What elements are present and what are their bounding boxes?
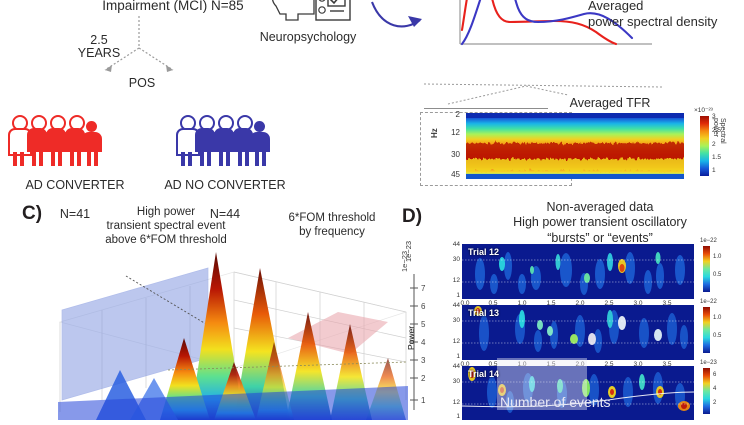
d-ytick-30-c: 30 [452, 378, 460, 385]
trial-12-cbar-tick-05: 0.5 [713, 272, 722, 278]
ad-no-converter-caption: AD NO CONVERTER N=44 [150, 164, 300, 222]
trial-13-cbar-tick-1: 1.0 [713, 315, 722, 321]
tfr-cbar-tick-2: 2 [712, 141, 716, 148]
trial-13-label: Trial 13 [468, 308, 500, 318]
c-tick-7: 7 [421, 284, 426, 293]
trial-13-colorbar: 1.0 0.5 [703, 307, 721, 353]
d-xtick-4-a: 2.0 [575, 300, 585, 307]
c-tick-4: 4 [421, 338, 426, 347]
brain-clipboard-icon [272, 0, 351, 21]
trial-12-cbar-exp: 1e−22 [700, 238, 717, 244]
people-icon-blue [176, 60, 284, 166]
trial-14-cbar-tick-4: 4 [713, 386, 717, 392]
c-tick-2: 2 [421, 374, 426, 383]
psd-title: Averaged power spectral density [588, 0, 718, 29]
trial-14-cbar-exp: 1e−23 [700, 360, 717, 366]
flow-arrow-icon [371, 1, 422, 28]
trial-heatmap-14 [461, 366, 695, 420]
tfr-cbar-tick-2p5: 2.5 [712, 127, 722, 134]
d-xtick-5-a: 2.5 [604, 300, 614, 307]
tfr-title: Averaged TFR [569, 96, 651, 110]
c-tick-6: 6 [421, 302, 426, 311]
followup-years-label: 2.5 YEARS [77, 33, 121, 61]
mci-cohort-label: Impairment (MCI) N=85 [102, 0, 244, 13]
number-of-events-label: Number of events [500, 394, 611, 410]
trial-13-cbar-tick-05: 0.5 [713, 333, 722, 339]
d-ytick-1-b: 1 [456, 353, 460, 360]
ad-converter-label: AD CONVERTER [25, 178, 125, 193]
spectral-event-surface-3d [58, 250, 408, 420]
tfr-colorbar-exponent: ×10⁻²³ [694, 107, 713, 114]
d-ytick-1-c: 1 [456, 413, 460, 420]
pos-label: POS [128, 76, 156, 90]
ad-converter-caption: AD CONVERTER N=41 [0, 164, 150, 222]
d-xtick-2-a: 1.0 [517, 300, 527, 307]
trial-12-label: Trial 12 [468, 247, 500, 257]
tfr-cbar-tick-3: 3 [712, 113, 716, 120]
trial-14-label: Trial 14 [468, 369, 500, 379]
tfr-cbar-tick-1p5: 1.5 [712, 154, 722, 161]
d-ytick-30-b: 30 [452, 317, 460, 324]
trial-12-cbar-tick-1: 1.0 [713, 254, 722, 260]
tfr-bracket [424, 108, 548, 109]
panel-c-letter: C) [22, 203, 43, 224]
tfr-ytick-30: 30 [451, 150, 460, 159]
psd-tfr-connector [423, 83, 663, 105]
tfr-ytick-45: 45 [451, 170, 460, 179]
neuropsychology-label: Neuropsychology [259, 30, 357, 44]
people-icon-red [8, 60, 116, 166]
panel-c-note-left: High power transient spectral event abov… [105, 206, 227, 246]
panel-d-letter: D) [402, 206, 423, 227]
d-xtick-5-b: 2.5 [604, 361, 614, 368]
trial-12-colorbar: 1.0 0.5 [703, 246, 721, 292]
d-ytick-12-a: 12 [452, 277, 460, 284]
cohort-split-arrows [104, 16, 174, 72]
panel-d-title: Non-averaged data High power transient o… [513, 200, 687, 245]
trial-14-cbar-tick-6: 6 [713, 372, 717, 378]
d-ytick-1-a: 1 [456, 292, 460, 299]
d-ytick-12-c: 12 [452, 399, 460, 406]
d-xtick-7-b: 3.5 [662, 361, 672, 368]
number-of-events-highlight [497, 358, 587, 410]
d-xtick-2-b: 1.0 [517, 361, 527, 368]
d-xtick-1-b: 0.5 [488, 361, 498, 368]
d-ytick-44-b: 44 [452, 302, 460, 309]
d-xtick-6-b: 3.0 [633, 361, 643, 368]
d-xtick-7-a: 3.5 [662, 300, 672, 307]
tfr-colorbar-label: Spectral power [712, 118, 726, 144]
d-xtick-4-b: 2.0 [575, 361, 585, 368]
d-xtick-0-b: 0.0 [460, 361, 470, 368]
trial-heatmap-12 [462, 244, 694, 299]
d-xtick-3-a: 1.5 [546, 300, 556, 307]
c-tick-5: 5 [421, 320, 426, 329]
d-xtick-6-a: 3.0 [633, 300, 643, 307]
tfr-heatmap [466, 113, 684, 179]
trial-14-cbar-tick-2: 2 [713, 400, 717, 406]
tfr-ytick-2: 2 [455, 110, 460, 119]
tfr-cbar-tick-1: 1 [712, 167, 716, 174]
trial-14-colorbar: 6 4 2 [703, 368, 716, 414]
psd-chart [444, 0, 654, 58]
panel-d-axis-label: Power [406, 325, 416, 350]
c-tick-1: 1 [421, 396, 426, 405]
d-ytick-12-b: 12 [452, 338, 460, 345]
panel-d-axis-exponent: 1e−23 [404, 240, 413, 262]
panel-c-note-right: 6*FOM threshold by frequency [288, 212, 376, 238]
d-xtick-3-b: 1.5 [546, 361, 556, 368]
d-ytick-30-a: 30 [452, 256, 460, 263]
tfr-colorbar: 3 2.5 2 1.5 1 [700, 113, 721, 176]
c-tick-3: 3 [421, 356, 426, 365]
trial-13-cbar-exp: 1e−22 [700, 299, 717, 305]
d-xtick-1-a: 0.5 [488, 300, 498, 307]
d-ytick-44-c: 44 [452, 363, 460, 370]
tfr-yaxis-label: Hz [430, 128, 439, 138]
trial-heatmap-13 [462, 305, 694, 360]
d-xtick-0-a: 0.0 [460, 300, 470, 307]
ad-no-converter-n: N=44 [209, 207, 241, 222]
d-ytick-44-a: 44 [452, 241, 460, 248]
tfr-ytick-12: 12 [451, 128, 460, 137]
panel-c-axis-line [410, 274, 418, 410]
ad-converter-n: N=41 [59, 207, 91, 222]
ad-no-converter-label: AD NO CONVERTER [164, 178, 286, 193]
